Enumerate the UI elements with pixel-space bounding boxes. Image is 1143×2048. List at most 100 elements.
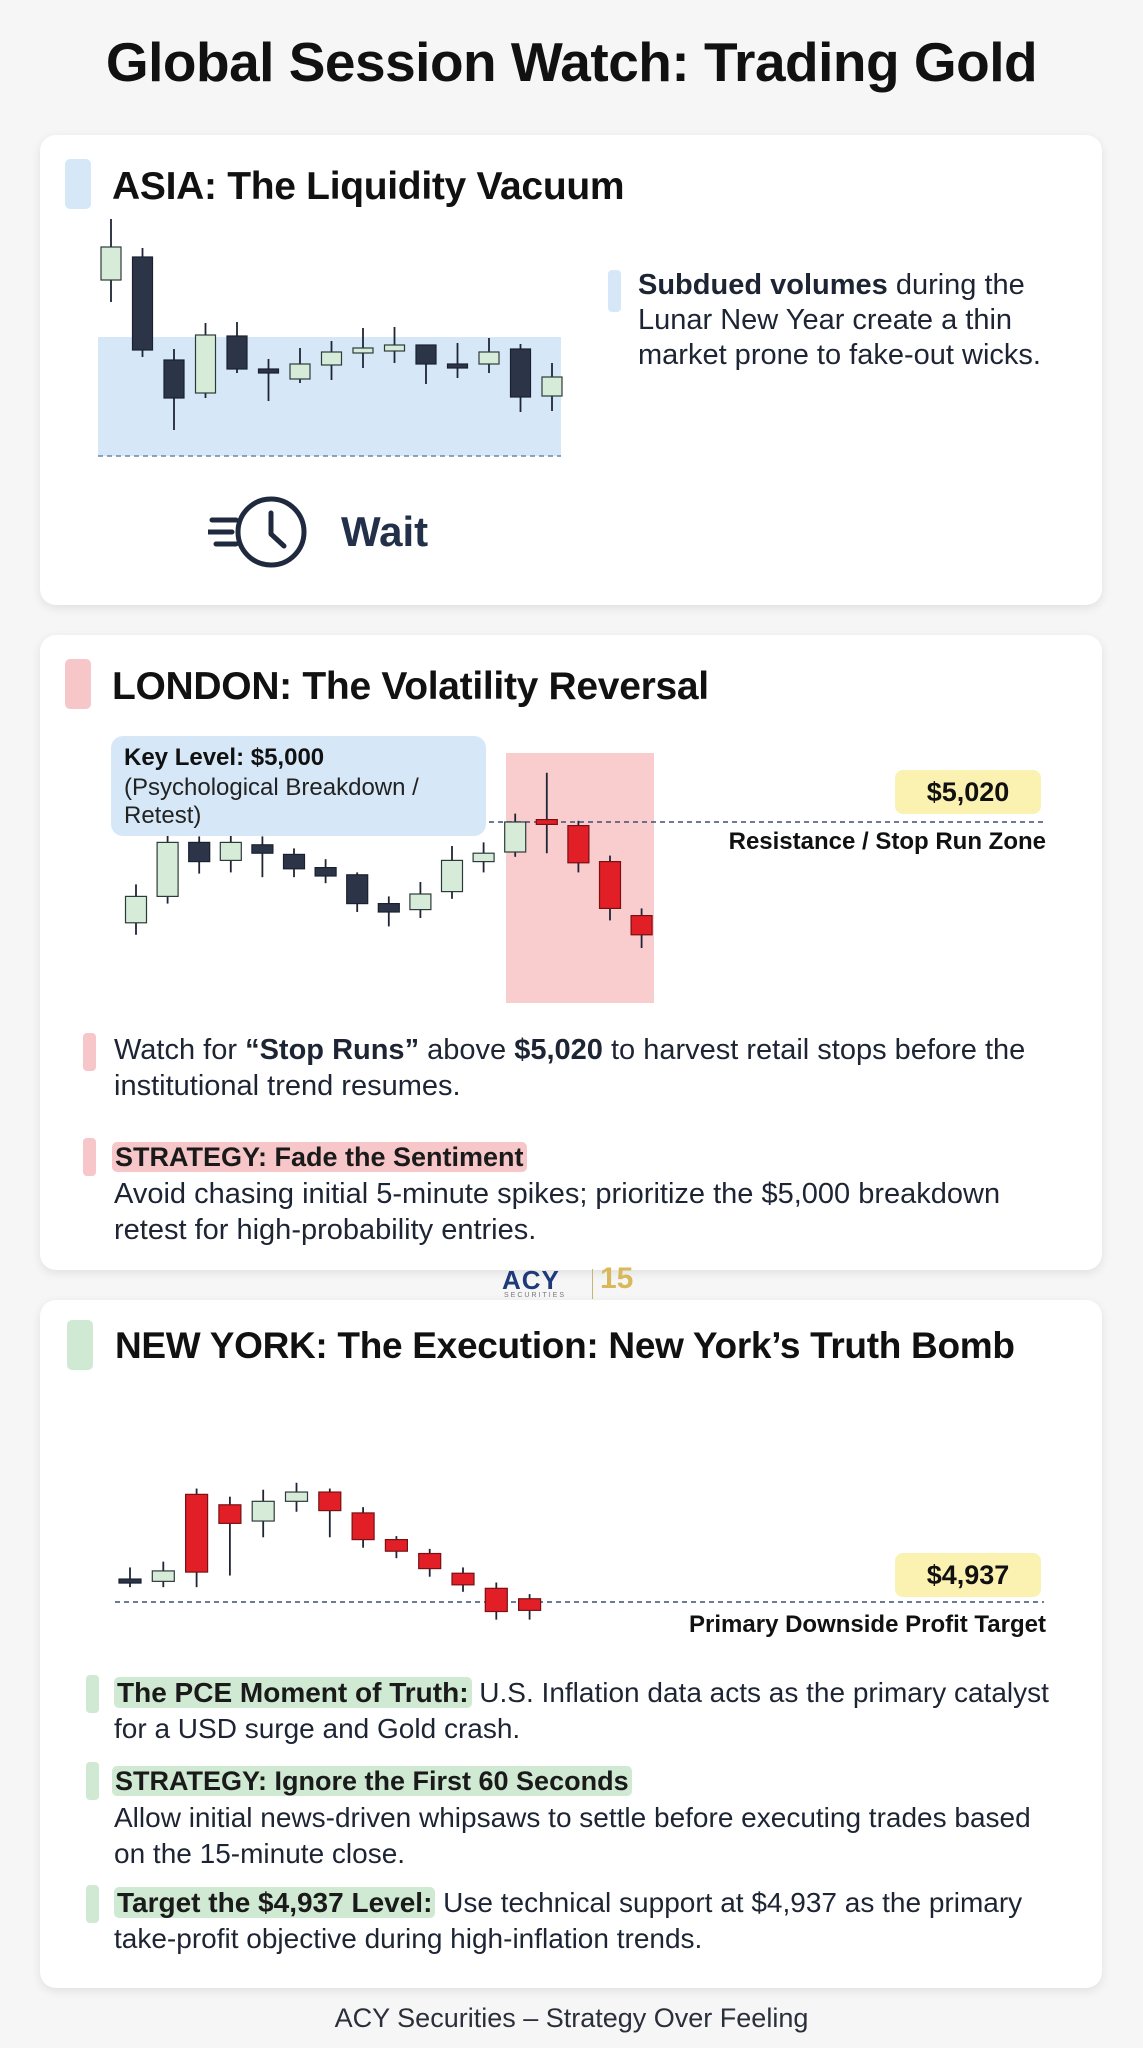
logo-subtext: SECURITIES (504, 1292, 567, 1299)
candle-body (131, 256, 154, 351)
pce-note: The PCE Moment of Truth: U.S. Inflation … (114, 1675, 1064, 1747)
candle-body (257, 368, 280, 374)
candle-body (383, 344, 406, 352)
candle-body (451, 1572, 475, 1586)
asia-candles (100, 219, 563, 430)
logo-wordmark: ACY (502, 1265, 560, 1295)
candle-body (478, 351, 500, 365)
candle-body (377, 903, 400, 913)
stop-runs-note: Watch for “Stop Runs” above $5,020 to ha… (114, 1032, 1074, 1104)
ny-strategy-text: Allow initial news-driven whipsaws to se… (114, 1802, 1031, 1869)
key-level-text: (Psychological Breakdown / Retest) (124, 774, 419, 829)
ny-bullet-3-marker (86, 1885, 99, 1923)
candle-body (415, 344, 437, 365)
candle-body (124, 895, 148, 924)
asia-card: ASIA: The Liquidity Vacuum Wait Subdued … (40, 135, 1102, 605)
candle-body (472, 852, 495, 863)
candle-body (352, 347, 374, 354)
target-highlight: Target the $4,937 Level: (114, 1887, 436, 1918)
candle-body (194, 334, 217, 394)
london-strategy-text: Avoid chasing initial 5-minute spikes; p… (114, 1178, 1001, 1246)
candle-body (251, 1500, 275, 1522)
candle-body (630, 915, 653, 936)
candle-body (118, 1578, 142, 1584)
fast-clock-icon (208, 496, 307, 568)
candle-body (100, 246, 122, 281)
candle-body (541, 376, 563, 397)
london-strategy-title: STRATEGY: Fade the Sentiment (112, 1139, 527, 1175)
candle-body (384, 1539, 408, 1552)
candle-body (440, 859, 464, 893)
candle-body (219, 841, 242, 861)
london-strategy-highlight: STRATEGY: Fade the Sentiment (112, 1142, 527, 1172)
london-strategy-marker (83, 1138, 96, 1176)
asia-desc-bold: Subdued volumes (638, 269, 888, 301)
ny-strategy-title: STRATEGY: Ignore the First 60 Seconds (112, 1763, 632, 1799)
ny-strategy-highlight: STRATEGY: Ignore the First 60 Seconds (112, 1766, 632, 1796)
candle-body (504, 821, 527, 853)
london-candlestick-chart (111, 753, 1044, 1003)
candle-body (163, 359, 185, 399)
candle-body (156, 841, 179, 897)
candle-body (567, 825, 590, 864)
target-note: Target the $4,937 Level: Use technical s… (114, 1885, 1064, 1957)
stop-runs-text-1: Watch for (114, 1034, 246, 1066)
asia-bullet-marker (608, 270, 621, 312)
stop-runs-text-3: to harvest retail stops before the insti… (114, 1034, 1026, 1102)
logo-anniversary: 15 (600, 1262, 634, 1295)
london-color-bar (65, 659, 91, 709)
wait-action: Wait (208, 490, 468, 570)
candle-body (226, 335, 248, 370)
candle-body (314, 867, 337, 877)
key-level-title: Key Level: $5,000 (124, 744, 325, 771)
ny-bullet-1-marker (86, 1675, 99, 1713)
candle-body (318, 1491, 342, 1512)
candle-body (535, 819, 558, 826)
candle-body (284, 1491, 309, 1502)
candle-body (598, 861, 622, 910)
page-title: Global Session Watch: Trading Gold (105, 31, 1038, 93)
asia-desc-text: during the Lunar New Year create a thin … (638, 269, 1041, 371)
resistance-zone-label: Resistance / Stop Run Zone (728, 828, 1046, 855)
acy-logo: ACY SECURITIES 15 (500, 1262, 640, 1305)
candle-body (185, 1493, 209, 1573)
asia-candlestick-chart (98, 219, 563, 457)
wait-label: Wait (341, 508, 429, 555)
candle-body (218, 1504, 242, 1524)
target-zone-label: Primary Downside Profit Target (689, 1611, 1046, 1638)
stop-runs-bold: “Stop Runs” (245, 1034, 420, 1066)
candle-body (446, 363, 469, 369)
london-candles (124, 772, 653, 948)
pce-highlight: The PCE Moment of Truth: (114, 1677, 472, 1708)
target-price-tag: $4,937 (895, 1553, 1041, 1597)
target-text: Use technical support at $4,937 as the p… (114, 1887, 1023, 1954)
candle-body (346, 874, 369, 905)
candle-body (351, 1512, 375, 1541)
candle-body (409, 893, 432, 911)
candle-body (289, 363, 311, 380)
logo-divider (592, 1269, 593, 1299)
candle-body (282, 853, 306, 870)
candle-body (418, 1552, 442, 1570)
candle-body (518, 1598, 542, 1611)
footer: ACY Securities – Strategy Over Feeling (334, 2003, 809, 2033)
candle-body (151, 1570, 175, 1582)
stop-run-zone (506, 753, 654, 1003)
asia-description: Subdued volumes during the Lunar New Yea… (638, 268, 1078, 373)
asia-color-bar (65, 159, 91, 209)
london-card: LONDON: The Volatility Reversal Key Leve… (40, 635, 1102, 1270)
candle-body (251, 844, 274, 854)
key-level-box: Key Level: $5,000 (Psychological Breakdo… (111, 736, 486, 836)
london-title: LONDON: The Volatility Reversal (112, 665, 709, 708)
resistance-price-tag: $5,020 (895, 770, 1041, 814)
candle-body (509, 348, 532, 398)
stop-runs-price: $5,020 (514, 1034, 603, 1066)
new-york-card: NEW YORK: The Execution: New York’s Trut… (40, 1300, 1102, 1988)
ny-candlestick-chart (115, 1482, 1044, 1620)
stop-runs-text-2: above (419, 1034, 515, 1066)
ny-bullet-2-marker (86, 1762, 99, 1800)
candle-body (320, 351, 343, 366)
candle-body (188, 841, 211, 863)
london-bullet-marker (83, 1033, 96, 1071)
ny-color-bar (67, 1320, 93, 1370)
